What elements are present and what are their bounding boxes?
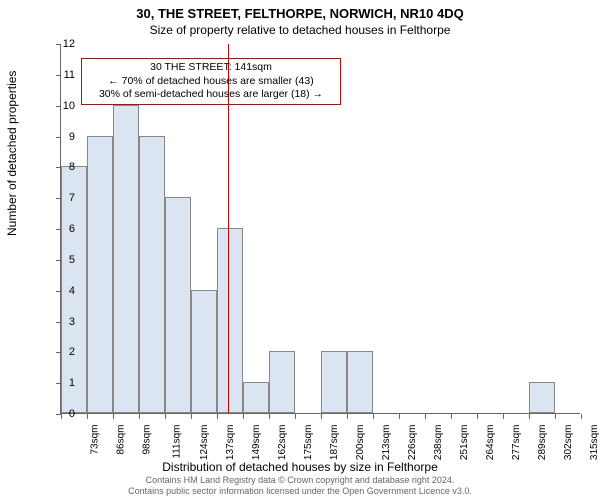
x-tick-label: 264sqm xyxy=(485,425,496,461)
x-tick-label: 226sqm xyxy=(407,425,418,461)
y-tick-label: 5 xyxy=(45,254,75,266)
x-tick-label: 187sqm xyxy=(329,425,340,461)
x-tick-mark xyxy=(373,414,374,419)
x-tick-mark xyxy=(269,414,270,419)
footer-line-2: Contains public sector information licen… xyxy=(0,486,600,497)
annotation-line-2: ← 70% of detached houses are smaller (43… xyxy=(88,75,334,89)
x-tick-label: 289sqm xyxy=(537,425,548,461)
histogram-bar xyxy=(269,351,295,413)
x-tick-mark xyxy=(529,414,530,419)
x-tick-label: 162sqm xyxy=(277,425,288,461)
histogram-bar xyxy=(321,351,347,413)
y-axis-label: Number of detached properties xyxy=(5,71,19,236)
y-tick-label: 3 xyxy=(45,316,75,328)
x-tick-label: 175sqm xyxy=(303,425,314,461)
x-axis-label: Distribution of detached houses by size … xyxy=(0,460,600,474)
x-tick-mark xyxy=(217,414,218,419)
chart-title: 30, THE STREET, FELTHORPE, NORWICH, NR10… xyxy=(0,0,600,21)
annotation-line-1: 30 THE STREET: 141sqm xyxy=(88,61,334,75)
x-tick-mark xyxy=(425,414,426,419)
x-tick-label: 302sqm xyxy=(563,425,574,461)
x-tick-mark xyxy=(87,414,88,419)
x-tick-mark xyxy=(347,414,348,419)
x-tick-label: 149sqm xyxy=(251,425,262,461)
y-tick-label: 7 xyxy=(45,192,75,204)
x-tick-mark xyxy=(581,414,582,419)
x-tick-mark xyxy=(321,414,322,419)
y-tick-label: 11 xyxy=(45,69,75,81)
histogram-bar xyxy=(243,382,269,413)
y-tick-label: 6 xyxy=(45,223,75,235)
x-tick-label: 200sqm xyxy=(355,425,366,461)
y-tick-label: 2 xyxy=(45,346,75,358)
x-tick-label: 213sqm xyxy=(381,425,392,461)
x-tick-mark xyxy=(191,414,192,419)
histogram-bar xyxy=(139,136,165,414)
histogram-bar xyxy=(217,228,243,413)
plot-region: 73sqm86sqm98sqm111sqm124sqm137sqm149sqm1… xyxy=(60,44,580,414)
chart-subtitle: Size of property relative to detached ho… xyxy=(0,21,600,39)
histogram-bar xyxy=(165,197,191,413)
x-tick-label: 98sqm xyxy=(142,425,153,455)
x-tick-mark xyxy=(399,414,400,419)
histogram-bar xyxy=(113,105,139,413)
x-tick-mark xyxy=(113,414,114,419)
histogram-bar xyxy=(529,382,555,413)
y-tick-label: 4 xyxy=(45,285,75,297)
y-tick-label: 1 xyxy=(45,377,75,389)
histogram-bar xyxy=(347,351,373,413)
x-tick-label: 251sqm xyxy=(459,425,470,461)
x-tick-label: 315sqm xyxy=(589,425,600,461)
chart-area: 73sqm86sqm98sqm111sqm124sqm137sqm149sqm1… xyxy=(60,44,580,414)
y-tick-label: 0 xyxy=(45,408,75,420)
x-tick-label: 86sqm xyxy=(116,425,127,455)
x-tick-mark xyxy=(477,414,478,419)
x-tick-label: 73sqm xyxy=(90,425,101,455)
annotation-line-3: 30% of semi-detached houses are larger (… xyxy=(88,88,334,102)
y-tick-label: 8 xyxy=(45,161,75,173)
annotation-box: 30 THE STREET: 141sqm← 70% of detached h… xyxy=(81,58,341,105)
x-tick-label: 137sqm xyxy=(225,425,236,461)
x-tick-mark xyxy=(503,414,504,419)
y-tick-label: 10 xyxy=(45,100,75,112)
x-tick-mark xyxy=(165,414,166,419)
x-tick-mark xyxy=(451,414,452,419)
footer-line-1: Contains HM Land Registry data © Crown c… xyxy=(0,475,600,486)
x-tick-label: 111sqm xyxy=(172,425,183,459)
y-tick-label: 12 xyxy=(45,38,75,50)
x-tick-label: 238sqm xyxy=(433,425,444,461)
footer-text: Contains HM Land Registry data © Crown c… xyxy=(0,475,600,497)
x-tick-mark xyxy=(295,414,296,419)
histogram-bar xyxy=(191,290,217,413)
x-tick-label: 277sqm xyxy=(511,425,522,461)
x-tick-mark xyxy=(243,414,244,419)
histogram-bar xyxy=(87,136,113,414)
x-tick-mark xyxy=(555,414,556,419)
x-tick-mark xyxy=(139,414,140,419)
x-tick-label: 124sqm xyxy=(199,425,210,461)
y-tick-label: 9 xyxy=(45,131,75,143)
